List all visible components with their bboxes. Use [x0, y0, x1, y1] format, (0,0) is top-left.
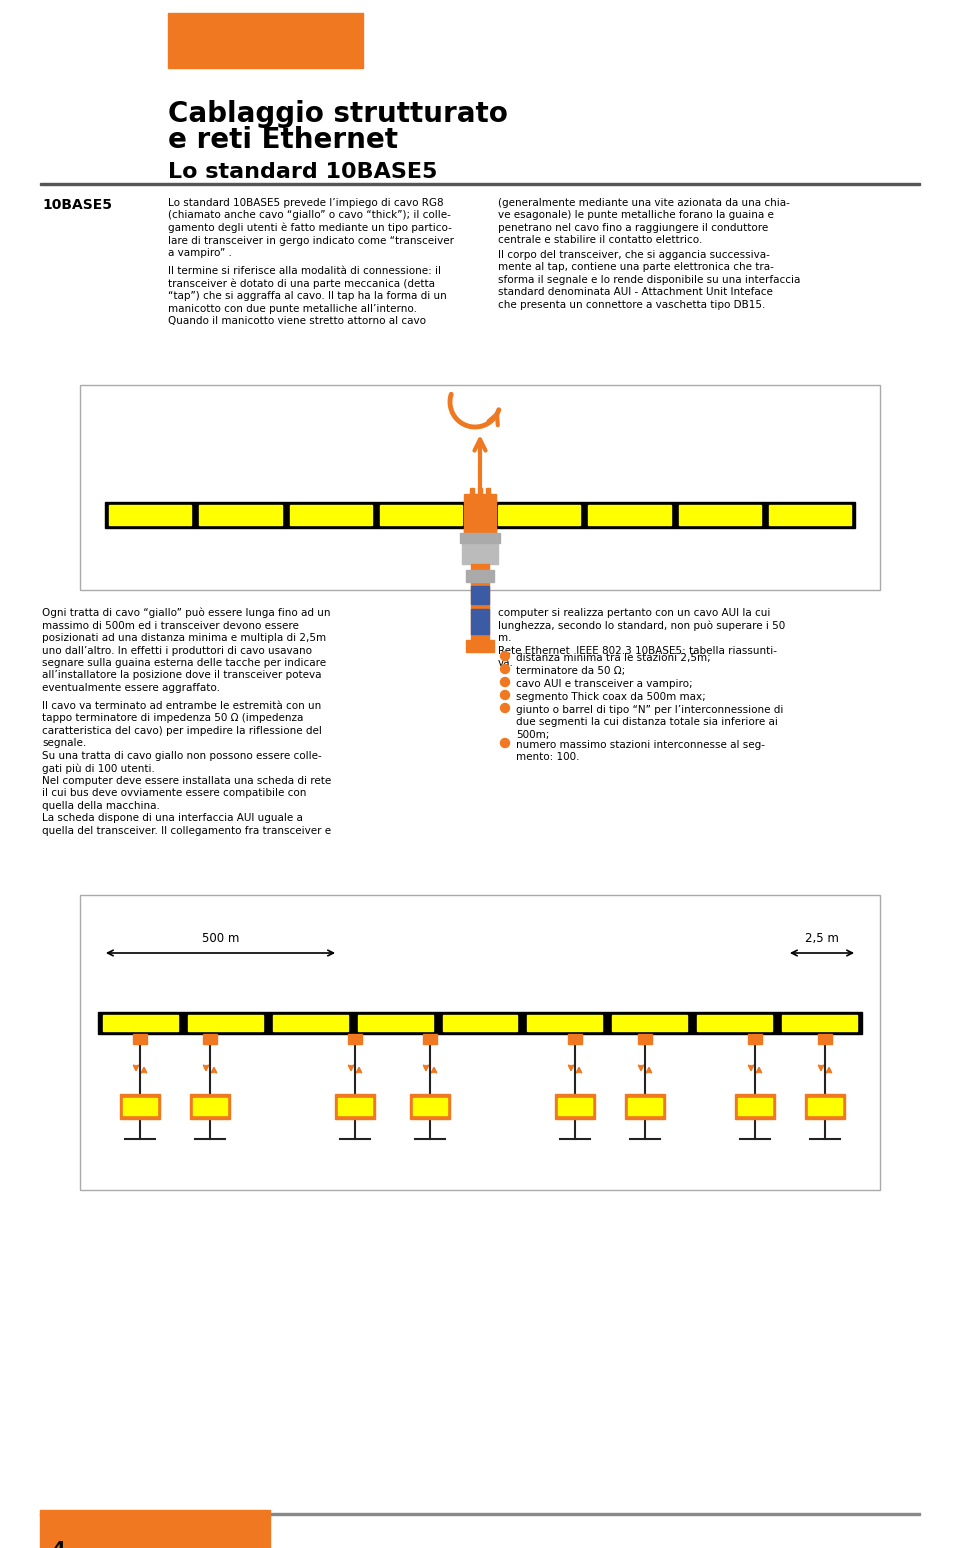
Bar — [80, 895, 880, 1190]
Bar — [568, 1034, 582, 1043]
Bar — [200, 505, 281, 525]
Bar — [80, 385, 880, 590]
Text: e reti Ethernet: e reti Ethernet — [168, 125, 398, 153]
Bar — [203, 1034, 217, 1043]
Text: 4: 4 — [52, 1540, 64, 1548]
Bar — [464, 500, 496, 536]
Bar — [462, 542, 498, 563]
Text: Il corpo del transceiver, che si aggancia successiva-
mente al tap, contiene una: Il corpo del transceiver, che si agganci… — [498, 249, 801, 310]
Text: giunto o barrel di tipo “N” per l’interconnessione di
due segmenti la cui distan: giunto o barrel di tipo “N” per l’interc… — [516, 704, 783, 740]
Bar — [471, 563, 489, 644]
Bar — [380, 505, 462, 525]
Bar — [464, 494, 496, 502]
Bar — [638, 1034, 652, 1043]
Bar — [471, 587, 489, 604]
Text: 10BASE5: 10BASE5 — [42, 198, 112, 212]
Bar — [486, 488, 490, 508]
Bar — [460, 533, 500, 543]
Text: 500 m: 500 m — [202, 932, 239, 944]
Bar — [443, 1015, 517, 1031]
Bar — [478, 488, 482, 508]
Bar — [527, 1015, 602, 1031]
Text: computer si realizza pertanto con un cavo AUI la cui
lunghezza, secondo lo stand: computer si realizza pertanto con un cav… — [498, 608, 785, 669]
Bar — [625, 1094, 665, 1119]
Bar — [466, 570, 494, 582]
Circle shape — [500, 738, 510, 748]
Bar — [471, 608, 489, 635]
Bar — [40, 1512, 920, 1515]
Bar — [103, 1015, 178, 1031]
Bar — [628, 1098, 662, 1115]
Text: terminatore da 50 Ω;: terminatore da 50 Ω; — [516, 666, 625, 676]
Bar — [679, 505, 760, 525]
Text: cavo AUI e transceiver a vampiro;: cavo AUI e transceiver a vampiro; — [516, 680, 692, 689]
Bar — [769, 505, 851, 525]
Bar — [123, 1098, 157, 1115]
Bar — [109, 505, 191, 525]
Bar — [498, 505, 580, 525]
Bar — [805, 1094, 845, 1119]
Bar — [735, 1094, 775, 1119]
Text: Il termine si riferisce alla modalità di connessione: il
transceiver è dotato di: Il termine si riferisce alla modalità di… — [168, 266, 446, 327]
Bar — [358, 1015, 433, 1031]
Bar — [190, 1094, 230, 1119]
Bar — [193, 1098, 227, 1115]
Circle shape — [500, 703, 510, 712]
Circle shape — [500, 652, 510, 661]
Text: Il cavo va terminato ad entrambe le estremità con un
tappo terminatore di impede: Il cavo va terminato ad entrambe le estr… — [42, 701, 331, 836]
Bar — [133, 1034, 147, 1043]
Bar — [105, 502, 855, 528]
Text: Ogni tratta di cavo “giallo” può essere lunga fino ad un
massimo di 500m ed i tr: Ogni tratta di cavo “giallo” può essere … — [42, 608, 330, 694]
Bar — [588, 505, 670, 525]
Circle shape — [500, 678, 510, 686]
Text: Lo standard 10BASE5 prevede l’impiego di cavo RG8
(chiamato anche cavo “giallo” : Lo standard 10BASE5 prevede l’impiego di… — [168, 198, 454, 259]
Bar — [612, 1015, 687, 1031]
Bar — [335, 1094, 375, 1119]
Bar — [168, 12, 363, 68]
Bar — [818, 1034, 832, 1043]
Bar — [555, 1094, 595, 1119]
Bar — [410, 1094, 450, 1119]
Text: distanza minima tra le stazioni 2,5m;: distanza minima tra le stazioni 2,5m; — [516, 653, 710, 663]
Bar — [808, 1098, 842, 1115]
Bar — [290, 505, 372, 525]
Bar — [470, 488, 474, 508]
Bar — [558, 1098, 592, 1115]
Bar — [40, 1509, 270, 1548]
Circle shape — [500, 690, 510, 700]
Bar — [40, 183, 920, 186]
Text: Lo standard 10BASE5: Lo standard 10BASE5 — [168, 163, 438, 183]
Text: Cablaggio strutturato: Cablaggio strutturato — [168, 101, 508, 128]
Bar — [413, 1098, 447, 1115]
Bar — [697, 1015, 772, 1031]
Bar — [738, 1098, 772, 1115]
Bar — [464, 528, 496, 542]
Bar — [423, 1034, 437, 1043]
Circle shape — [500, 664, 510, 673]
Bar — [338, 1098, 372, 1115]
Text: (generalmente mediante una vite azionata da una chia-
ve esagonale) le punte met: (generalmente mediante una vite azionata… — [498, 198, 790, 245]
Bar — [466, 639, 494, 652]
Bar — [188, 1015, 263, 1031]
Bar — [98, 1012, 862, 1034]
Bar — [273, 1015, 348, 1031]
Text: 2,5 m: 2,5 m — [805, 932, 839, 944]
Bar — [782, 1015, 857, 1031]
Bar — [120, 1094, 160, 1119]
Text: numero massimo stazioni interconnesse al seg-
mento: 100.: numero massimo stazioni interconnesse al… — [516, 740, 765, 763]
Text: segmento Thick coax da 500m max;: segmento Thick coax da 500m max; — [516, 692, 706, 701]
Bar — [348, 1034, 362, 1043]
Bar — [748, 1034, 762, 1043]
